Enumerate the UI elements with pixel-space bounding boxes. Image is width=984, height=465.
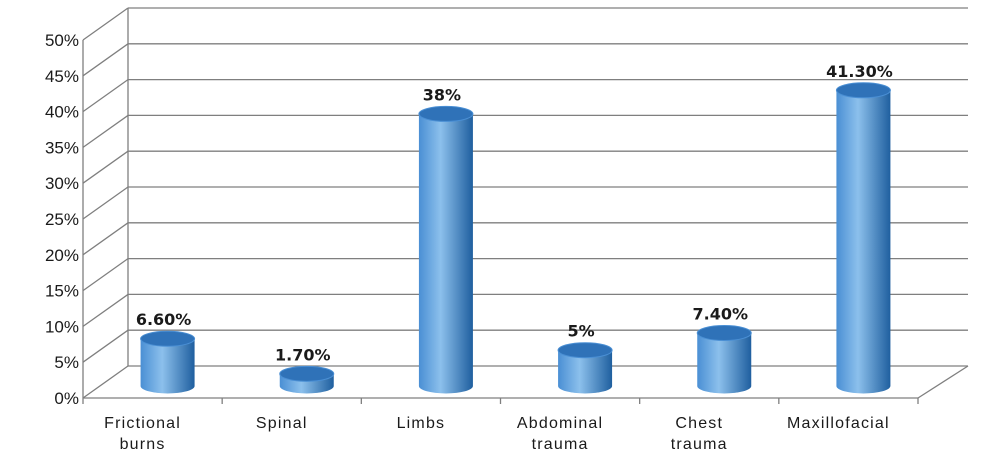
gridline-side [82,79,129,113]
gridline-side [82,114,129,148]
data-label: 7.40% [692,305,748,324]
bar-top [835,82,891,99]
floor-edge [917,365,969,399]
data-label: 41.30% [826,62,893,81]
y-tick-label: 45% [45,67,79,86]
data-label: 5% [567,322,594,341]
bar-body [558,350,613,394]
y-tick-label: 50% [45,31,79,50]
bar [835,82,891,394]
data-label: 1.70% [275,345,331,364]
gridline-side [82,329,129,363]
category-label: trauma [532,436,589,453]
gridline-side [82,222,129,256]
data-label: 6.60% [136,310,192,329]
y-tick-label: 25% [45,210,79,229]
bar-body [836,90,891,394]
gridline-side [82,293,129,327]
bar-top [140,330,196,347]
category-label: Abdominal [517,415,603,432]
y-tick-label: 10% [45,317,79,336]
bars [140,82,891,394]
category-label: trauma [671,436,728,453]
gridline-side [82,186,129,220]
bar-body [140,338,195,394]
bar [418,105,474,394]
bar-top [557,342,613,359]
bar-body [697,333,752,394]
bar-top [279,365,335,382]
category-label: burns [120,436,166,453]
category-label: Maxillofacial [787,415,890,432]
gridlines [82,7,969,404]
y-tick-label: 0% [54,389,79,408]
category-label: Chest [675,415,723,432]
data-label: 38% [423,85,461,104]
y-tick-label: 35% [45,138,79,157]
category-label: Spinal [256,415,308,432]
gridline-side [82,258,129,292]
gridline-side [82,365,129,399]
y-tick-label: 5% [54,353,79,372]
bar [140,330,196,394]
y-tick-label: 15% [45,282,79,301]
bar-top [696,325,752,342]
y-tick-label: 20% [45,246,79,265]
gridline-side [82,7,129,41]
bar-body [418,113,473,394]
bar [279,365,335,394]
gridline-side [82,43,129,77]
gridline-side [82,150,129,184]
data-labels: 6.60% 1.70% 38% 5% 7.40% 41.30% [136,62,893,365]
bar [557,342,613,394]
y-tick-label: 40% [45,103,79,122]
x-axis-categories: Frictional burns Spinal Limbs Abdominal traum… [104,415,890,453]
bar [696,325,752,394]
bar-top [418,105,474,122]
category-label: Limbs [397,415,446,432]
y-axis-ticks: 0% 5% 10% 15% 20% 25% 30% 35% 40% 45% 50% [45,31,79,408]
y-tick-label: 30% [45,174,79,193]
category-label: Frictional [104,415,181,432]
